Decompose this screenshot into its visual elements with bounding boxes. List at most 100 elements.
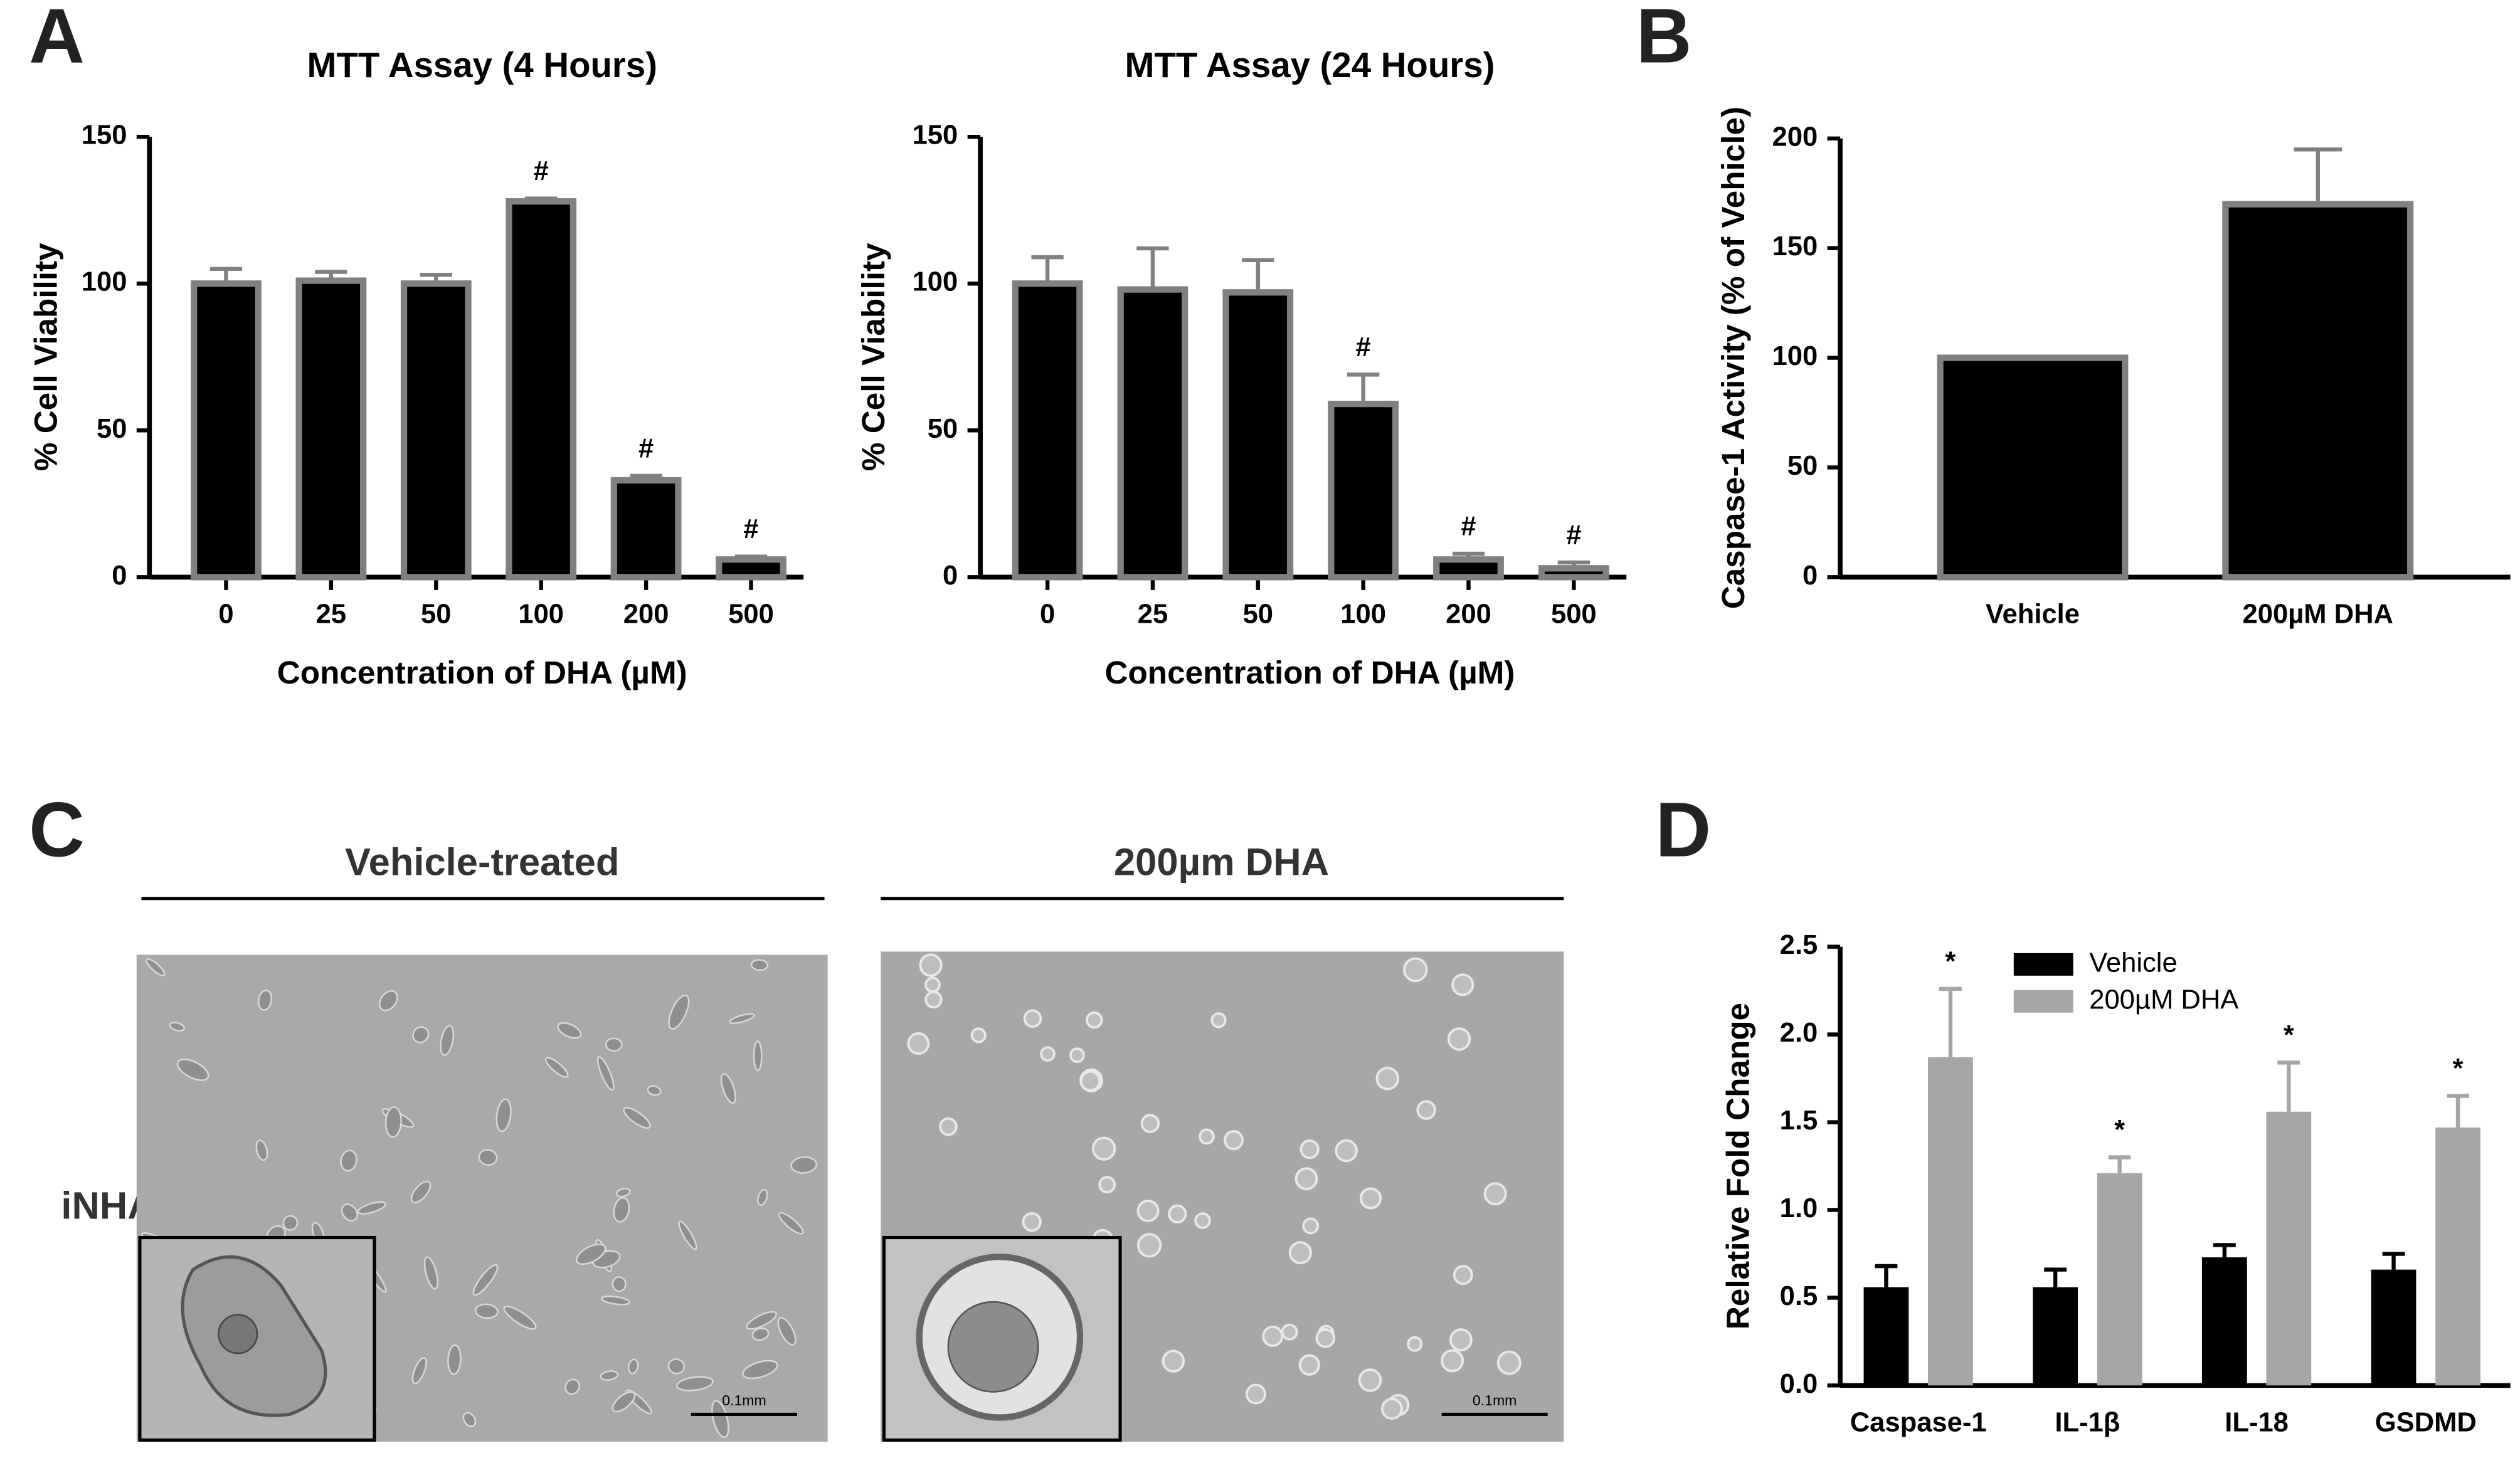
cell	[756, 1188, 768, 1206]
panel-letter: D	[1655, 787, 1711, 873]
significance-mark: #	[1566, 520, 1581, 550]
cell	[1335, 1139, 1358, 1163]
bar	[2033, 1287, 2078, 1386]
cell	[478, 1149, 498, 1166]
y-tick-label: 1.0	[1780, 1193, 1818, 1223]
x-tick-label: 200	[1446, 599, 1491, 629]
scale-bar-label: 0.1mm	[722, 1392, 766, 1408]
cell	[729, 1013, 755, 1025]
cell	[1496, 1350, 1522, 1375]
cell	[1451, 973, 1474, 996]
cell	[447, 1344, 462, 1375]
x-tick-label: 100	[1340, 599, 1386, 629]
cell	[1136, 1233, 1162, 1258]
cell	[1069, 1047, 1085, 1064]
x-axis-label: Concentration of DHA (µM)	[277, 655, 687, 690]
y-tick-label: 1.5	[1780, 1106, 1818, 1136]
cell	[611, 1276, 627, 1292]
cell	[970, 1027, 987, 1043]
cell	[1416, 1100, 1436, 1120]
bar	[1433, 556, 1504, 581]
cell	[1022, 1212, 1042, 1232]
cell	[1040, 1046, 1056, 1062]
chart-title: MTT Assay (24 Hours)	[1125, 45, 1495, 85]
cell	[1358, 1368, 1382, 1392]
cell	[939, 1117, 958, 1136]
x-tick-label: 25	[316, 599, 346, 629]
cell	[751, 1327, 770, 1341]
cell	[605, 1037, 623, 1052]
cell	[282, 1215, 299, 1231]
cell	[1453, 1265, 1473, 1286]
cell	[410, 1180, 431, 1203]
cell	[1300, 1139, 1320, 1160]
cell	[575, 1243, 606, 1265]
cell	[176, 1059, 209, 1081]
cell	[440, 1025, 455, 1056]
x-tick-label: IL-18	[2225, 1407, 2289, 1437]
cell	[462, 1412, 477, 1427]
cell	[1262, 1325, 1284, 1347]
cell	[503, 1305, 537, 1330]
cell	[668, 994, 690, 1030]
cell	[1302, 1217, 1320, 1235]
y-tick-label: 200	[1772, 122, 1818, 152]
cell	[378, 990, 398, 1012]
cell	[1091, 1136, 1116, 1161]
x-tick-label: GSDMD	[2375, 1407, 2477, 1437]
y-tick-label: 150	[913, 120, 958, 151]
x-tick-label: 25	[1138, 599, 1168, 629]
cell	[341, 1203, 358, 1222]
x-tick-label: 0	[218, 599, 233, 629]
cell	[746, 1311, 778, 1330]
cell	[750, 959, 769, 971]
y-tick-label: 0.0	[1780, 1369, 1818, 1399]
significance-mark: *	[1945, 946, 1956, 976]
bar	[506, 198, 577, 581]
cell	[1449, 1328, 1473, 1352]
y-axis-label: % Cell Viability	[855, 243, 891, 471]
bar	[191, 280, 262, 581]
x-tick-label: 50	[1243, 599, 1273, 629]
y-axis-label: Caspase-1 Activity (% of Vehicle)	[1715, 107, 1751, 609]
micrograph-title: Vehicle-treated	[345, 840, 620, 884]
cell	[919, 953, 943, 977]
y-tick-label: 0	[112, 561, 127, 591]
cell	[146, 958, 166, 976]
cell	[564, 1378, 581, 1395]
cell	[1447, 1027, 1471, 1051]
cell	[472, 1264, 499, 1296]
significance-mark: #	[1356, 332, 1371, 362]
cell	[1315, 1328, 1336, 1348]
cell	[1281, 1323, 1298, 1341]
cell	[169, 1022, 186, 1032]
y-tick-label: 100	[1772, 341, 1818, 371]
cell	[667, 1358, 686, 1375]
y-tick-label: 150	[82, 120, 127, 151]
cell	[1086, 1011, 1103, 1029]
cell	[1168, 1204, 1187, 1223]
cell	[600, 1295, 631, 1306]
micrograph-panel: Vehicle-treated 200µm DHA iNHA 0.1mm 0.1…	[61, 840, 1564, 1442]
bar	[2371, 1269, 2417, 1386]
cell	[1023, 1009, 1042, 1028]
bar	[1222, 289, 1294, 581]
cell	[1245, 1383, 1266, 1405]
bar	[1328, 401, 1399, 581]
cell	[907, 1032, 930, 1055]
cell	[1483, 1182, 1507, 1206]
bar	[1937, 354, 2129, 581]
cell	[340, 1149, 357, 1172]
cell	[423, 1256, 439, 1290]
y-axis-label: Relative Fold Change	[1720, 1003, 1756, 1329]
cell	[720, 1073, 736, 1104]
significance-mark: *	[2453, 1054, 2464, 1084]
y-tick-label: 150	[1772, 231, 1818, 261]
cell	[678, 1220, 697, 1250]
significance-mark: *	[2114, 1115, 2125, 1145]
cell	[647, 1085, 662, 1096]
cell	[711, 1400, 729, 1439]
cell	[1079, 1070, 1101, 1092]
cell	[924, 976, 941, 993]
